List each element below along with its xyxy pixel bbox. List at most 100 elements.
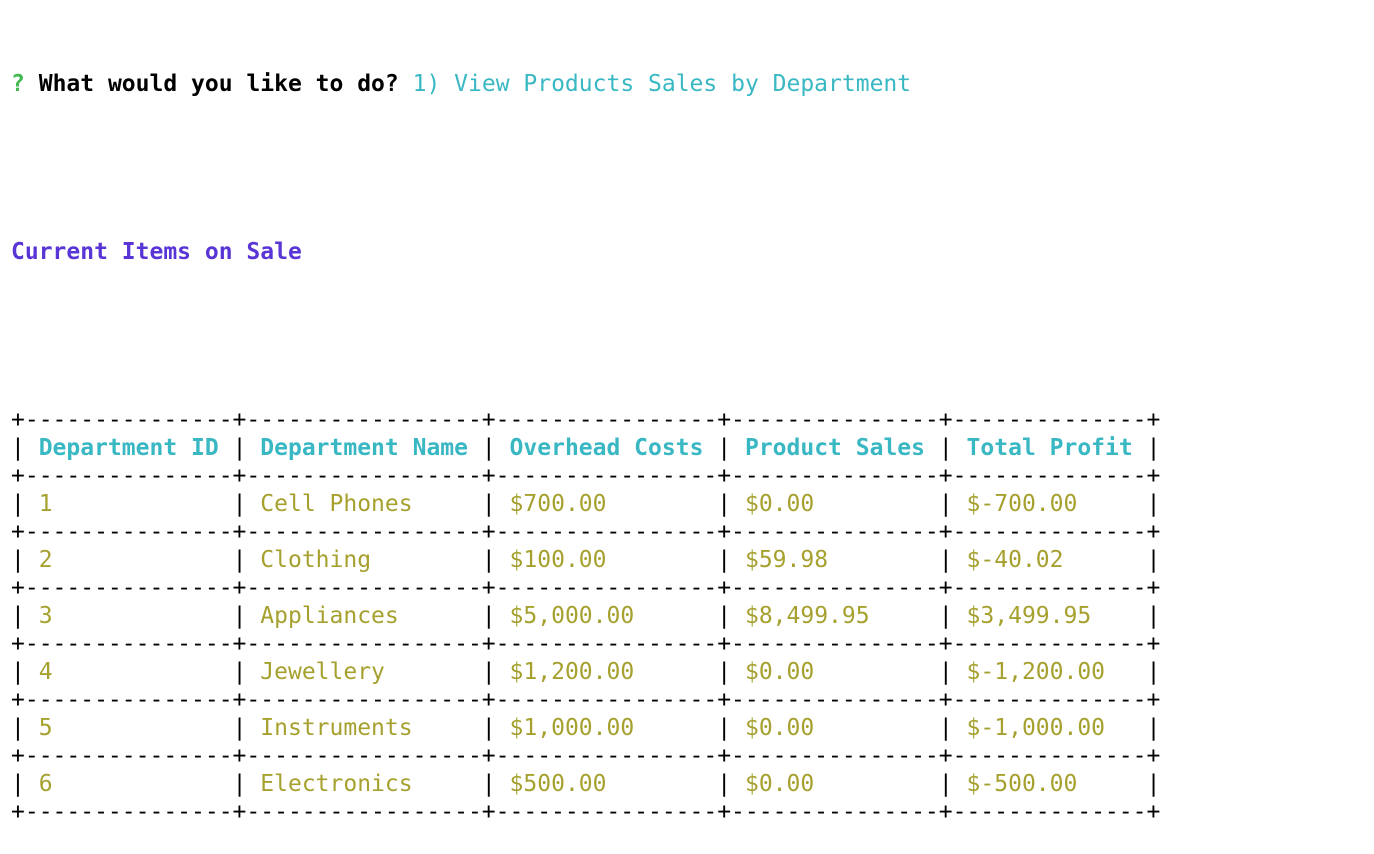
table-cell: Instruments (246, 715, 482, 741)
cell-separator: | (717, 715, 732, 741)
table-cell: $5,000.00 (495, 603, 718, 629)
table-cell: $3,499.95 (952, 603, 1147, 629)
cell-separator: | (481, 435, 496, 461)
table-cell: $0.00 (731, 659, 939, 685)
table-cell: 5 (24, 715, 233, 741)
section-title: Current Items on Sale (11, 239, 302, 265)
cell-separator: | (1146, 771, 1161, 797)
table-border: +---------------+-----------------+-----… (11, 407, 1161, 433)
table-row: | 1 | Cell Phones | $700.00 | $0.00 | $-… (11, 490, 1160, 518)
column-header: Product Sales (731, 435, 939, 461)
table-cell: 2 (24, 547, 233, 573)
cell-separator: | (232, 547, 247, 573)
sales-table: +---------------+-----------------+-----… (11, 406, 1160, 826)
cell-separator: | (11, 603, 25, 629)
cell-separator: | (11, 771, 25, 797)
cell-separator: | (1146, 659, 1161, 685)
table-cell: Electronics (246, 771, 482, 797)
table-cell: 3 (24, 603, 233, 629)
table-cell: $500.00 (495, 771, 718, 797)
table-cell: 1 (24, 491, 233, 517)
table-cell: 4 (24, 659, 233, 685)
cell-separator: | (232, 771, 247, 797)
table-cell: $8,499.95 (731, 603, 939, 629)
blank-line (11, 322, 1160, 350)
column-header: Overhead Costs (495, 435, 718, 461)
column-header: Department Name (246, 435, 482, 461)
cell-separator: | (232, 491, 247, 517)
cell-separator: | (938, 771, 953, 797)
cell-separator: | (938, 659, 953, 685)
table-header-row: | Department ID | Department Name | Over… (11, 434, 1160, 462)
table-cell: Cell Phones (246, 491, 482, 517)
cell-separator: | (481, 715, 496, 741)
column-header: Total Profit (952, 435, 1147, 461)
table-cell: $-700.00 (952, 491, 1147, 517)
table-border: +---------------+-----------------+-----… (11, 687, 1161, 713)
table-cell: 6 (24, 771, 233, 797)
table-cell: $700.00 (495, 491, 718, 517)
prompt-question: What would you like to do? (38, 71, 399, 97)
section-title-line: Current Items on Sale (11, 238, 1160, 266)
cell-separator: | (938, 435, 953, 461)
cell-separator: | (717, 603, 732, 629)
table-border: +---------------+-----------------+-----… (11, 799, 1161, 825)
cell-separator: | (1146, 491, 1161, 517)
cell-separator: | (232, 659, 247, 685)
cell-separator: | (1146, 603, 1161, 629)
table-cell: $59.98 (731, 547, 939, 573)
table-cell: $-1,000.00 (952, 715, 1147, 741)
cell-separator: | (717, 435, 732, 461)
table-border: +---------------+-----------------+-----… (11, 463, 1161, 489)
cell-separator: | (717, 547, 732, 573)
cell-separator: | (717, 659, 732, 685)
table-cell: $0.00 (731, 715, 939, 741)
table-row: | 2 | Clothing | $100.00 | $59.98 | $-40… (11, 546, 1160, 574)
cell-separator: | (11, 547, 25, 573)
column-header: Department ID (24, 435, 233, 461)
table-border: +---------------+-----------------+-----… (11, 519, 1161, 545)
table-cell: $0.00 (731, 771, 939, 797)
table-cell: $0.00 (731, 491, 939, 517)
table-border: +---------------+-----------------+-----… (11, 743, 1161, 769)
prompt-answer: 1) View Products Sales by Department (412, 71, 912, 97)
cell-separator: | (1146, 715, 1161, 741)
table-cell: $100.00 (495, 547, 718, 573)
table-row: | 5 | Instruments | $1,000.00 | $0.00 | … (11, 714, 1160, 742)
cell-separator: | (11, 435, 25, 461)
table-cell: $1,200.00 (495, 659, 718, 685)
table-row: | 6 | Electronics | $500.00 | $0.00 | $-… (11, 770, 1160, 798)
cell-separator: | (232, 435, 247, 461)
cell-separator: | (1146, 547, 1161, 573)
blank-line (11, 154, 1160, 182)
cell-separator: | (11, 715, 25, 741)
table-border: +---------------+-----------------+-----… (11, 575, 1161, 601)
cell-separator: | (938, 715, 953, 741)
table-row: | 3 | Appliances | $5,000.00 | $8,499.95… (11, 602, 1160, 630)
cell-separator: | (938, 547, 953, 573)
cell-separator: | (717, 771, 732, 797)
prompt-marker: ? (11, 71, 25, 97)
table-border: +---------------+-----------------+-----… (11, 631, 1161, 657)
prompt-line: ? What would you like to do? 1) View Pro… (11, 70, 1160, 98)
cell-separator: | (1146, 435, 1161, 461)
cell-separator: | (481, 491, 496, 517)
table-cell: $1,000.00 (495, 715, 718, 741)
cell-separator: | (232, 715, 247, 741)
table-cell: $-40.02 (952, 547, 1147, 573)
cell-separator: | (481, 659, 496, 685)
cell-separator: | (11, 659, 25, 685)
cell-separator: | (481, 547, 496, 573)
terminal-output: ? What would you like to do? 1) View Pro… (11, 14, 1160, 854)
table-row: | 4 | Jewellery | $1,200.00 | $0.00 | $-… (11, 658, 1160, 686)
cell-separator: | (938, 491, 953, 517)
cell-separator: | (232, 603, 247, 629)
table-cell: $-500.00 (952, 771, 1147, 797)
table-cell: Jewellery (246, 659, 482, 685)
table-cell: $-1,200.00 (952, 659, 1147, 685)
cell-separator: | (11, 491, 25, 517)
cell-separator: | (938, 603, 953, 629)
cell-separator: | (717, 491, 732, 517)
cell-separator: | (481, 771, 496, 797)
table-cell: Appliances (246, 603, 482, 629)
